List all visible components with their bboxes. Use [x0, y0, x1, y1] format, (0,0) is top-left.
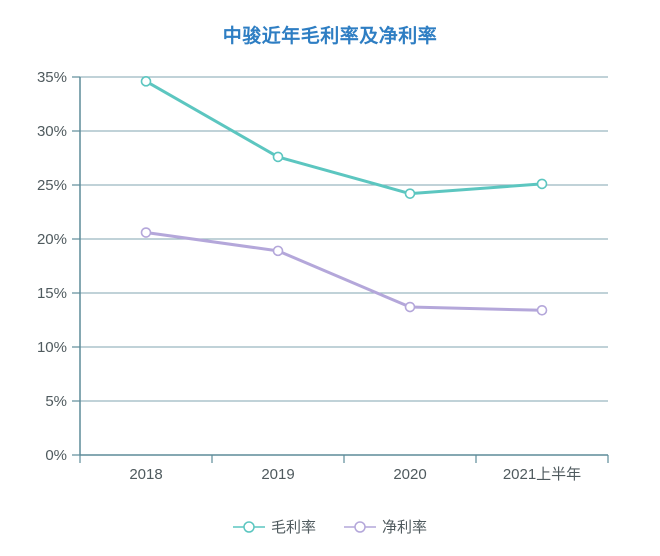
x-tick-label: 2019	[261, 466, 294, 483]
line-marker-icon	[344, 520, 376, 533]
legend-label-gross-margin: 毛利率	[270, 519, 316, 536]
data-point-gross-margin-0[interactable]	[140, 76, 152, 87]
series-line-gross-margin	[144, 79, 544, 196]
y-tick-label: 30%	[37, 123, 67, 140]
data-point-net-margin-0[interactable]	[140, 227, 152, 238]
x-tick-label: 2018	[129, 466, 162, 483]
x-tick-label: 2021上半年	[503, 466, 581, 483]
legend-item-net-margin[interactable]: 净利率	[344, 516, 427, 537]
data-point-gross-margin-2[interactable]	[404, 188, 416, 199]
series-line-net-margin	[144, 231, 544, 312]
line-marker-icon	[232, 520, 265, 533]
x-tick-label: 2020	[393, 466, 426, 483]
data-point-gross-margin-3[interactable]	[536, 178, 548, 190]
y-tick-label: 15%	[37, 285, 67, 302]
data-point-net-margin-3[interactable]	[536, 304, 548, 316]
legend-label-net-margin: 净利率	[382, 519, 428, 536]
y-tick-label: 35%	[37, 69, 67, 86]
y-tick-label: 5%	[45, 393, 67, 410]
y-tick-label: 10%	[37, 339, 67, 356]
data-point-gross-margin-1[interactable]	[272, 151, 284, 163]
y-tick-label: 0%	[45, 447, 67, 464]
y-tick-label: 25%	[37, 177, 67, 194]
legend-item-gross-margin[interactable]: 毛利率	[232, 516, 316, 537]
y-tick-label: 20%	[37, 231, 67, 248]
chart-legend: 毛利率 净利率	[0, 516, 660, 537]
data-point-net-margin-2[interactable]	[404, 301, 416, 313]
data-point-net-margin-1[interactable]	[272, 245, 284, 257]
chart-title: 中骏近年毛利率及净利率	[222, 26, 438, 47]
